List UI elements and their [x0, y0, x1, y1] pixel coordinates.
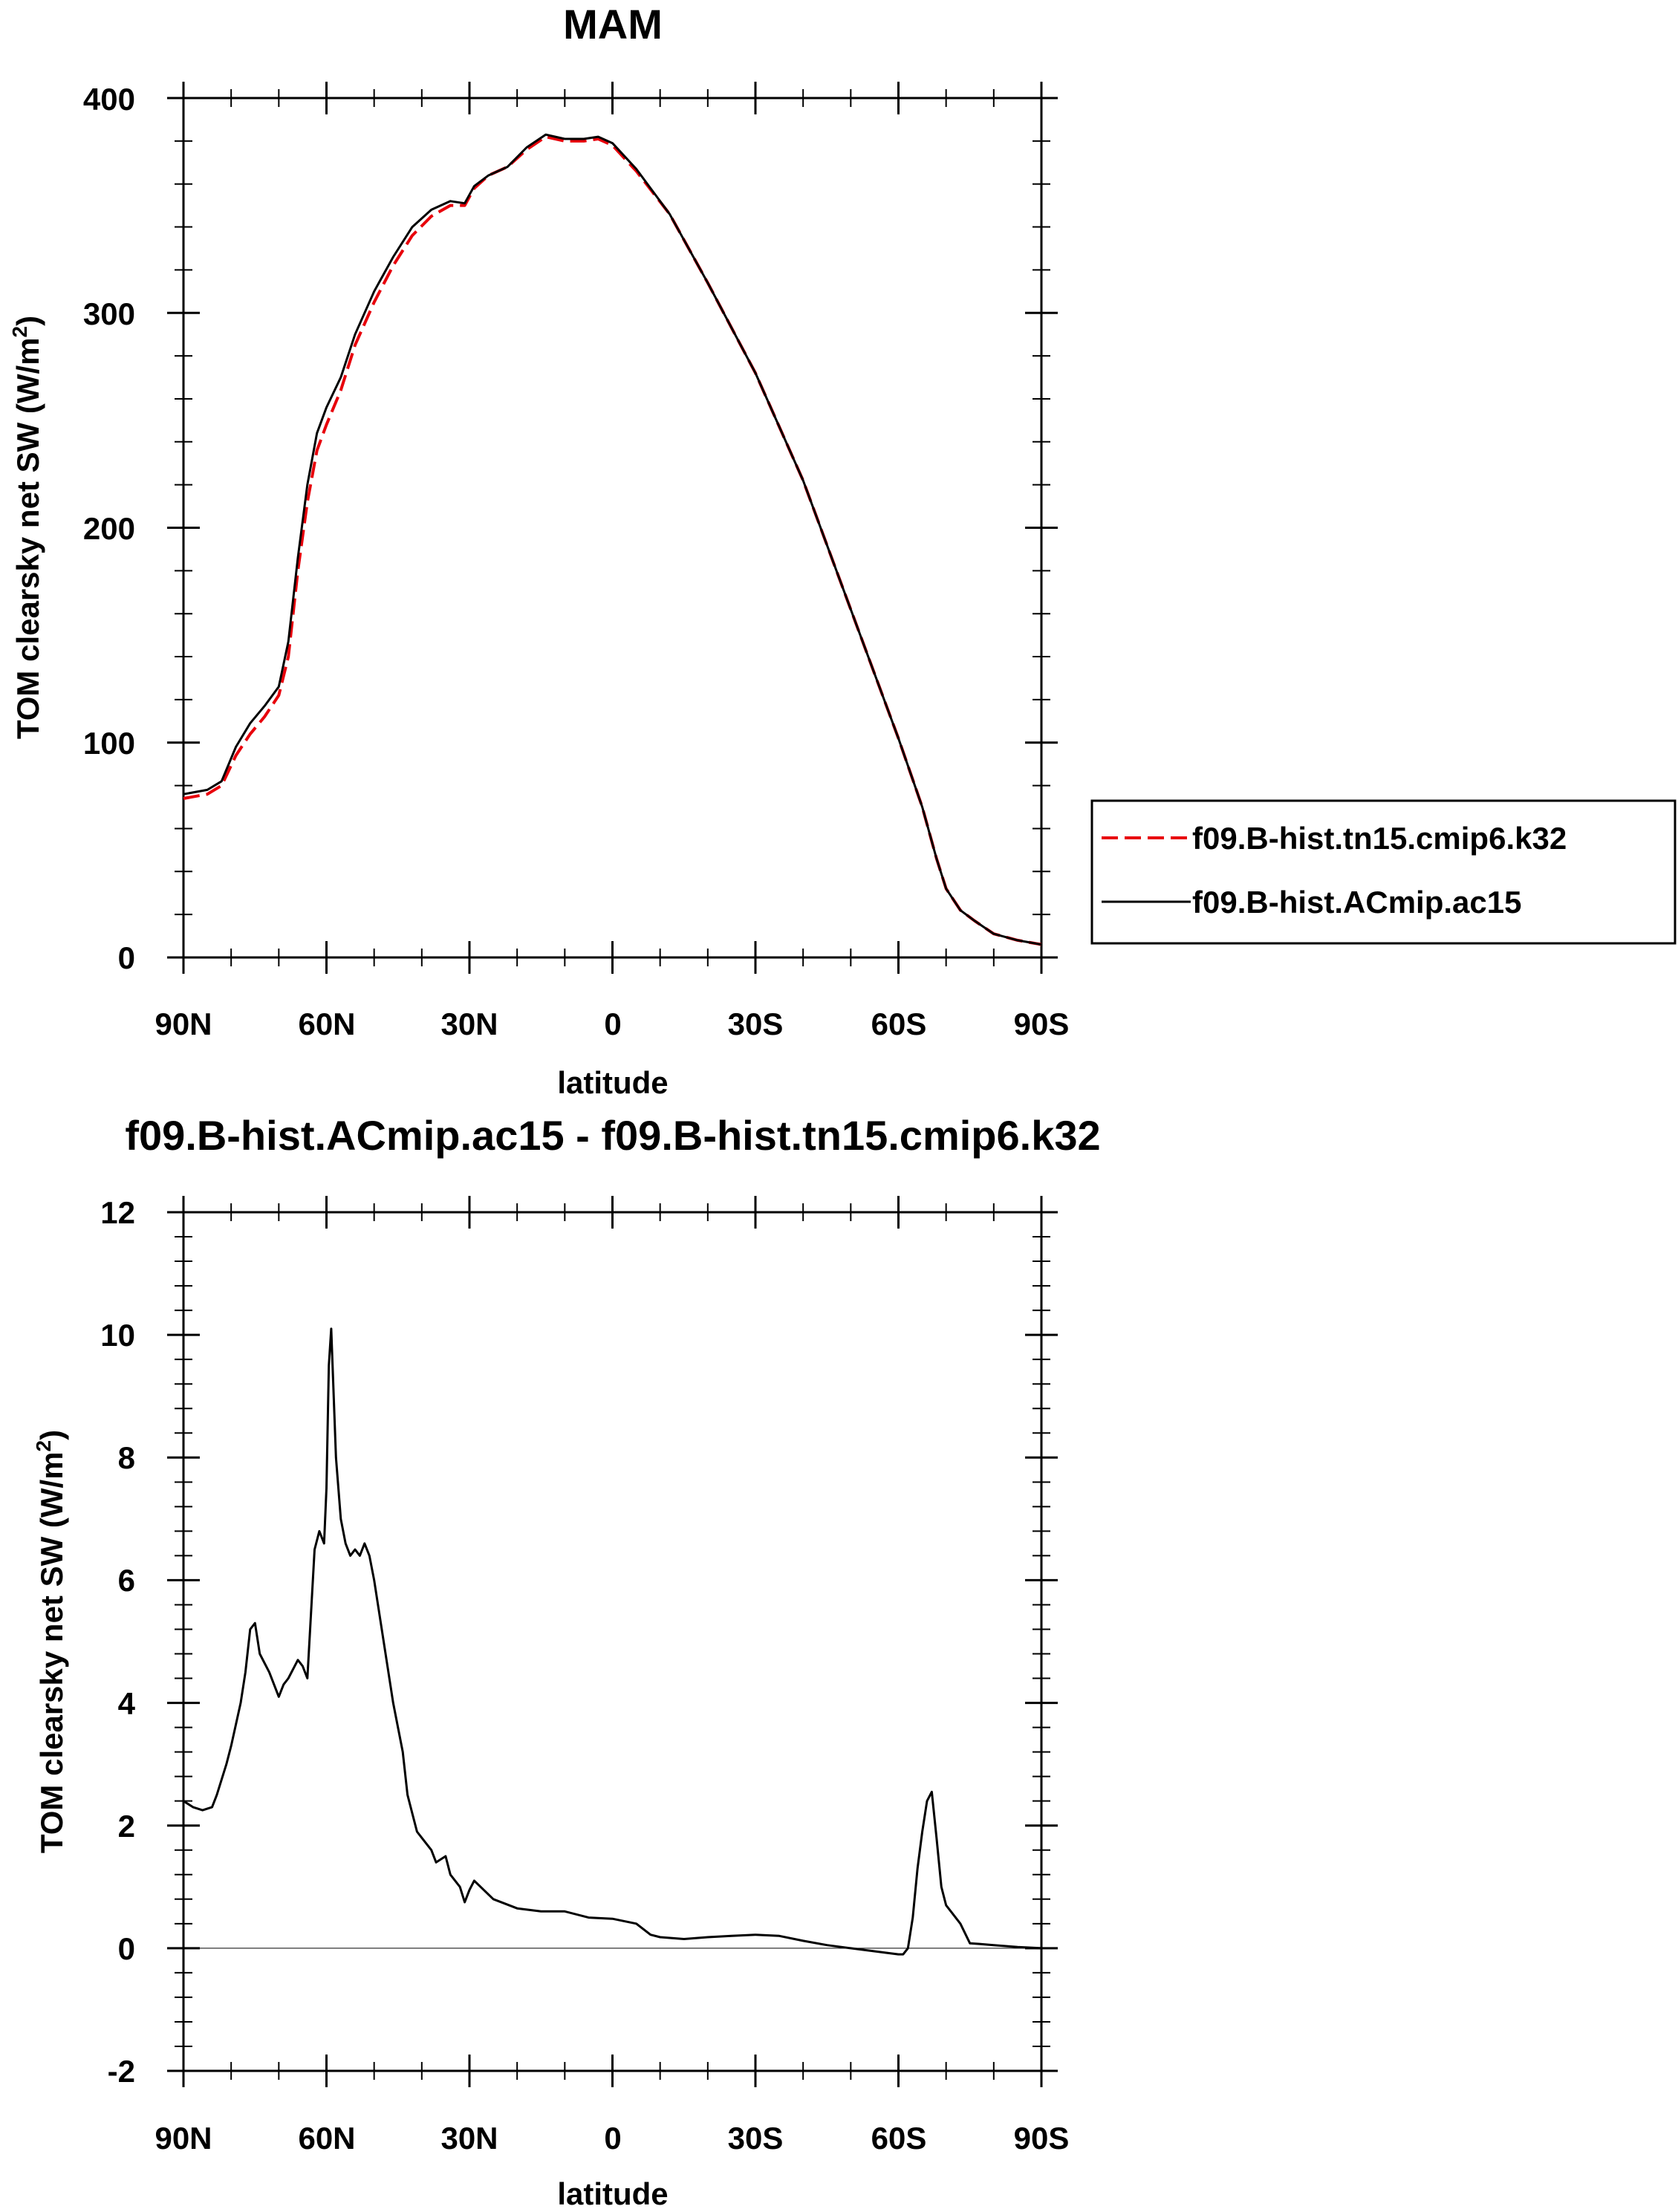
top-panel: MAM 0 100 200 300 400 90N 60N 30N 0 30S …	[8, 1, 1677, 1100]
top-x-tick-label: 30S	[728, 1006, 784, 1041]
bottom-y-tick-label: 2	[118, 1809, 135, 1844]
legend-box	[1090, 799, 1677, 945]
top-x-tick-label: 0	[604, 1006, 621, 1041]
top-y-axis-label-superscript: 2	[8, 326, 31, 338]
bottom-plot-area	[167, 1196, 1058, 2087]
top-y-tick-label: 0	[118, 940, 135, 975]
top-x-tick-label: 90S	[1014, 1006, 1070, 1041]
top-series-group	[183, 133, 1042, 946]
bottom-x-tick-label: 90N	[155, 2121, 212, 2156]
top-legend: f09.B-hist.tn15.cmip6.k32 f09.B-hist.ACm…	[1090, 799, 1677, 945]
bottom-x-tick-label: 0	[604, 2121, 621, 2156]
top-chart-title: MAM	[563, 1, 663, 48]
bottom-x-tick-label: 30S	[728, 2121, 784, 2156]
bottom-y-tick-label: 0	[118, 1931, 135, 1966]
bottom-y-axis-label-main: TOM clearsky net SW (W/m	[34, 1451, 69, 1853]
top-series-line-1	[183, 133, 1042, 946]
bottom-plot-frame	[182, 1211, 1043, 2072]
top-x-tick-label: 30N	[440, 1006, 498, 1041]
bottom-x-tick-labels: 90N 60N 30N 0 30S 60S 90S	[155, 2121, 1069, 2156]
bottom-y-tick-label: 4	[118, 1686, 136, 1721]
top-series-line-0	[183, 135, 1042, 946]
bottom-y-tick-label: 8	[118, 1440, 135, 1475]
bottom-y-axis-label: TOM clearsky net SW (W/m2)	[32, 1430, 69, 1853]
top-y-tick-label: 400	[83, 82, 135, 117]
bottom-x-tick-label: 30N	[440, 2121, 498, 2156]
bottom-y-tick-label: -2	[108, 2054, 135, 2089]
top-y-tick-labels: 0 100 200 300 400	[83, 82, 135, 975]
bottom-y-tick-label: 12	[100, 1195, 135, 1230]
legend-label-k32: f09.B-hist.tn15.cmip6.k32	[1192, 821, 1567, 856]
top-y-axis-label: TOM clearsky net SW (W/m2)	[8, 316, 45, 739]
bottom-x-tick-label: 60S	[871, 2121, 927, 2156]
bottom-x-axis-label: latitude	[557, 2176, 668, 2211]
bottom-y-tick-label: 6	[118, 1563, 135, 1598]
top-x-tick-label: 60S	[871, 1006, 927, 1041]
top-x-axis-label: latitude	[557, 1065, 668, 1100]
bottom-x-tick-label: 90S	[1014, 2121, 1070, 2156]
legend-label-ac15: f09.B-hist.ACmip.ac15	[1192, 885, 1521, 920]
bottom-panel: f09.B-hist.ACmip.ac15 - f09.B-hist.tn15.…	[32, 1112, 1101, 2211]
bottom-series-line-0	[183, 1327, 1042, 1956]
top-y-tick-label: 100	[83, 726, 135, 761]
bottom-series-group	[183, 1327, 1042, 1956]
top-tick-marks	[167, 82, 1058, 974]
bottom-y-axis-label-superscript: 2	[32, 1440, 55, 1452]
bottom-y-axis-label-end: )	[34, 1430, 69, 1440]
top-plot-frame	[182, 97, 1043, 959]
top-x-tick-labels: 90N 60N 30N 0 30S 60S 90S	[155, 1006, 1069, 1041]
bottom-chart-title: f09.B-hist.ACmip.ac15 - f09.B-hist.tn15.…	[125, 1112, 1100, 1159]
top-y-tick-label: 300	[83, 296, 135, 331]
bottom-tick-marks	[167, 1196, 1058, 2087]
top-x-tick-label: 90N	[155, 1006, 212, 1041]
top-y-axis-label-main: TOM clearsky net SW (W/m	[10, 337, 45, 739]
top-plot-area	[167, 82, 1058, 974]
top-y-tick-label: 200	[83, 511, 135, 546]
bottom-y-tick-label: 10	[100, 1318, 135, 1353]
top-x-tick-label: 60N	[298, 1006, 355, 1041]
bottom-y-tick-labels: -2 0 2 4 6 8 10 12	[100, 1195, 135, 2089]
bottom-x-tick-label: 60N	[298, 2121, 355, 2156]
top-y-axis-label-end: )	[10, 316, 45, 326]
